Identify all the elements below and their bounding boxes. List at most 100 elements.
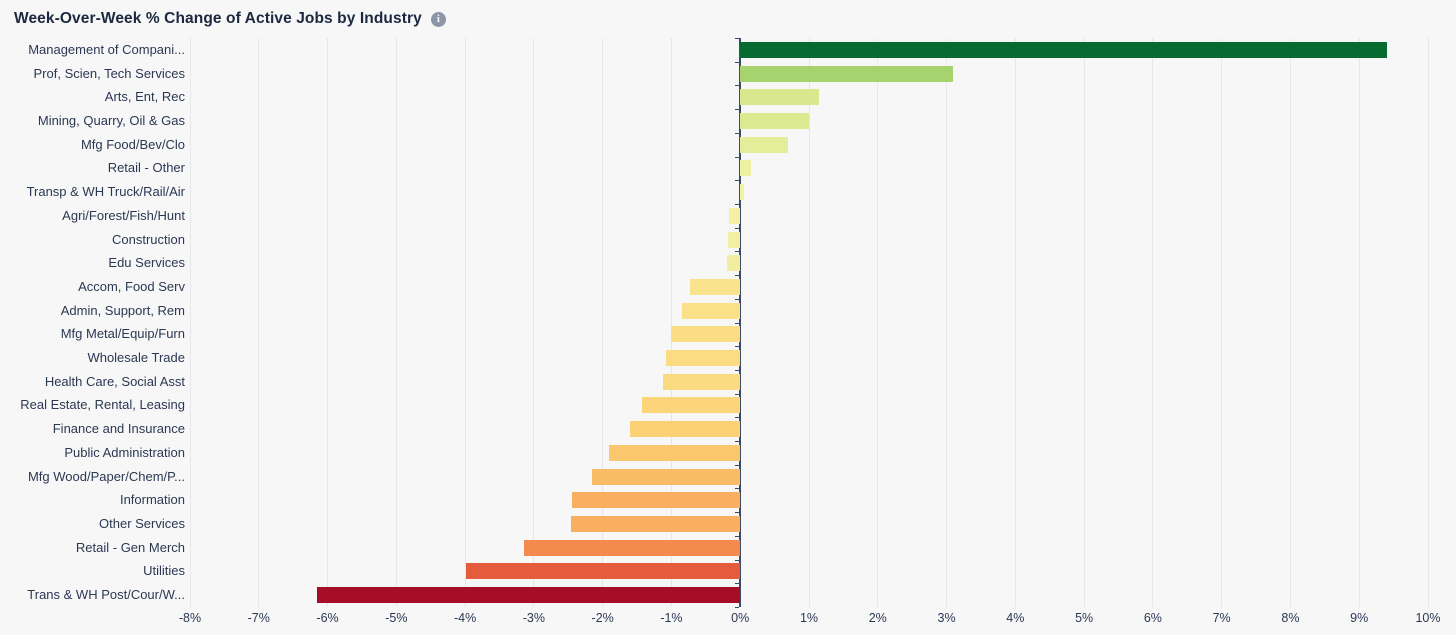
bar-mfg-wood-paper-chem-p[interactable] xyxy=(591,468,741,485)
gridline xyxy=(1152,38,1154,607)
gridline xyxy=(395,38,397,607)
category-label: Agri/Forest/Fish/Hunt xyxy=(62,207,185,223)
bar-admin-support-rem[interactable] xyxy=(682,302,741,319)
gridline xyxy=(946,38,948,607)
bar-mfg-food-bev-clo[interactable] xyxy=(740,136,789,153)
category-label: Edu Services xyxy=(108,255,185,271)
x-axis-tick-label: -6% xyxy=(316,611,339,625)
bar-construction[interactable] xyxy=(727,231,741,248)
category-axis-tick xyxy=(735,464,740,466)
bar-real-estate-rental-leasing[interactable] xyxy=(641,397,741,414)
bar-trans-wh-post-cour-w[interactable] xyxy=(317,587,741,604)
bar-arts-ent-rec[interactable] xyxy=(740,89,820,106)
bar-agri-forest-fish-hunt[interactable] xyxy=(728,207,741,224)
bar-wholesale-trade[interactable] xyxy=(665,350,741,367)
category-label: Mining, Quarry, Oil & Gas xyxy=(37,112,185,128)
category-label: Mfg Wood/Paper/Chem/P... xyxy=(27,468,185,484)
category-axis-tick xyxy=(735,132,740,134)
info-icon[interactable]: i xyxy=(430,11,446,27)
gridline xyxy=(1221,38,1223,607)
category-axis-tick xyxy=(735,559,740,561)
category-label: Retail - Gen Merch xyxy=(75,539,185,555)
category-label: Management of Compani... xyxy=(28,41,185,57)
category-axis-tick xyxy=(735,298,740,300)
gridline xyxy=(602,38,604,607)
category-axis-tick xyxy=(735,583,740,585)
category-label: Retail - Other xyxy=(107,160,185,176)
category-axis-tick xyxy=(735,607,740,608)
x-axis-tick-label: 10% xyxy=(1415,611,1441,625)
category-axis-tick xyxy=(735,227,740,229)
category-label: Admin, Support, Rem xyxy=(60,302,185,318)
bar-edu-services[interactable] xyxy=(727,255,741,272)
category-axis-tick xyxy=(735,109,740,111)
x-axis-tick-label: -1% xyxy=(660,611,683,625)
category-axis-tick xyxy=(735,346,740,348)
gridline xyxy=(1427,38,1429,607)
gridline xyxy=(1289,38,1291,607)
category-label: Information xyxy=(119,492,185,508)
category-axis-tick xyxy=(735,417,740,419)
bar-mfg-metal-equip-furn[interactable] xyxy=(671,326,741,343)
bar-retail-other[interactable] xyxy=(740,160,752,177)
x-axis-tick-label: -2% xyxy=(591,611,614,625)
x-axis-tick-label: 3% xyxy=(937,611,956,625)
category-label: Wholesale Trade xyxy=(87,350,185,366)
category-axis-tick xyxy=(735,61,740,63)
category-axis-tick xyxy=(735,393,740,395)
category-axis-tick xyxy=(735,275,740,277)
x-axis-tick-label: -8% xyxy=(178,611,202,625)
category-label: Other Services xyxy=(99,516,185,532)
category-label: Mfg Metal/Equip/Furn xyxy=(60,326,185,342)
gridline xyxy=(670,38,672,607)
category-axis-tick xyxy=(735,535,740,537)
category-label: Arts, Ent, Rec xyxy=(104,89,185,105)
category-axis-tick xyxy=(735,441,740,443)
x-axis-tick-label: 4% xyxy=(1006,611,1025,625)
bar-public-administration[interactable] xyxy=(608,444,741,461)
x-axis-tick-label: -4% xyxy=(453,611,477,625)
category-label: Construction xyxy=(112,231,185,247)
category-label: Utilities xyxy=(143,563,185,579)
category-axis-tick xyxy=(735,369,740,371)
bar-accom-food-serv[interactable] xyxy=(690,278,741,295)
gridline xyxy=(808,38,810,607)
bar-management-of-compani[interactable] xyxy=(740,41,1387,58)
category-label: Real Estate, Rental, Leasing xyxy=(20,397,185,413)
chart-title: Week-Over-Week % Change of Active Jobs b… xyxy=(14,10,422,27)
gridline xyxy=(877,38,879,607)
bar-health-care-social-asst[interactable] xyxy=(662,373,741,390)
category-axis-tick xyxy=(735,38,740,39)
category-label: Health Care, Social Asst xyxy=(44,373,185,389)
bar-mining-quarry-oil-gas[interactable] xyxy=(740,112,809,129)
x-axis-tick-label: 7% xyxy=(1212,611,1231,625)
category-label: Public Administration xyxy=(64,444,185,460)
x-axis-tick-label: 8% xyxy=(1281,611,1300,625)
category-axis-tick xyxy=(735,203,740,205)
category-label: Prof, Scien, Tech Services xyxy=(33,65,186,81)
gridline xyxy=(189,38,191,607)
category-axis-tick xyxy=(735,156,740,158)
category-axis-tick xyxy=(735,251,740,253)
x-axis-tick-label: 6% xyxy=(1143,611,1162,625)
category-label: Accom, Food Serv xyxy=(78,278,185,294)
x-axis-tick-label: -7% xyxy=(247,611,270,625)
zero-axis-line xyxy=(739,38,742,607)
bar-utilities[interactable] xyxy=(466,563,741,580)
bar-other-services[interactable] xyxy=(571,516,741,533)
gridline xyxy=(1083,38,1085,607)
gridline xyxy=(464,38,466,607)
category-axis-tick xyxy=(735,488,740,490)
bar-information[interactable] xyxy=(571,492,741,509)
bar-transp-wh-truck-rail-air[interactable] xyxy=(740,184,744,201)
category-label: Finance and Insurance xyxy=(52,421,185,437)
gridline xyxy=(258,38,260,607)
bar-finance-and-insurance[interactable] xyxy=(630,421,741,438)
gridline xyxy=(533,38,535,607)
bar-retail-gen-merch[interactable] xyxy=(524,539,741,556)
category-axis-tick xyxy=(735,85,740,87)
x-axis-tick-label: 2% xyxy=(868,611,887,625)
bar-prof-scien-tech-services[interactable] xyxy=(740,65,954,82)
